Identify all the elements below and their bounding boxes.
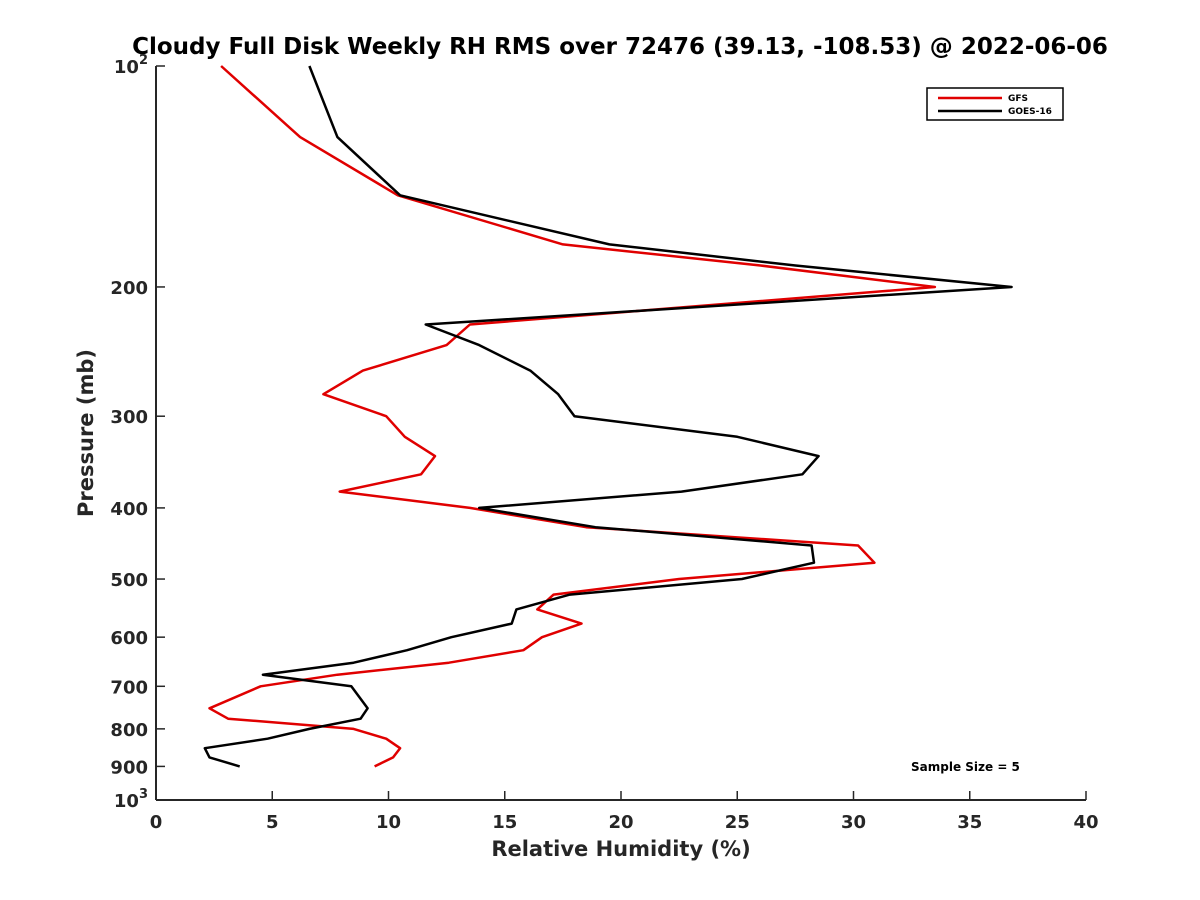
series-line-goes16 bbox=[203, 65, 1013, 768]
legend-label-gfs: GFS bbox=[1008, 94, 1028, 104]
y-tick-label: 102 bbox=[114, 53, 148, 78]
x-tick-label: 15 bbox=[492, 812, 517, 833]
y-tick-label: 200 bbox=[110, 278, 148, 299]
x-tick-label: 10 bbox=[376, 812, 401, 833]
series-group bbox=[203, 65, 1013, 768]
y-tick-label: 700 bbox=[110, 677, 148, 698]
legend-box bbox=[926, 87, 1064, 121]
y-tick-label: 800 bbox=[110, 720, 148, 741]
sample-size-annotation: Sample Size = 5 bbox=[911, 760, 1020, 774]
chart-title: Cloudy Full Disk Weekly RH RMS over 7247… bbox=[132, 34, 1108, 60]
x-tick-label: 25 bbox=[725, 812, 750, 833]
x-tick-label: 30 bbox=[841, 812, 866, 833]
y-tick-label: 500 bbox=[110, 570, 148, 591]
y-tick-label: 600 bbox=[110, 628, 148, 649]
y-tick-label: 300 bbox=[110, 407, 148, 428]
x-axis-label: Relative Humidity (%) bbox=[491, 837, 750, 861]
y-tick-label: 900 bbox=[110, 757, 148, 778]
x-tick-label: 20 bbox=[608, 812, 633, 833]
x-tick-label: 40 bbox=[1073, 812, 1098, 833]
x-tick-label: 0 bbox=[150, 812, 163, 833]
y-tick-label: 103 bbox=[114, 787, 148, 812]
y-tick-label: 400 bbox=[110, 499, 148, 520]
legend: GFS GOES-16 bbox=[926, 87, 1064, 121]
x-ticks: 0 5 10 15 20 25 30 35 40 bbox=[150, 791, 1099, 833]
x-tick-label: 35 bbox=[957, 812, 982, 833]
y-ticks: 102 200 300 400 500 600 700 800 900 103 bbox=[110, 53, 165, 812]
y-axis-label: Pressure (mb) bbox=[74, 349, 98, 517]
legend-label-goes16: GOES-16 bbox=[1008, 107, 1052, 117]
x-tick-label: 5 bbox=[266, 812, 279, 833]
